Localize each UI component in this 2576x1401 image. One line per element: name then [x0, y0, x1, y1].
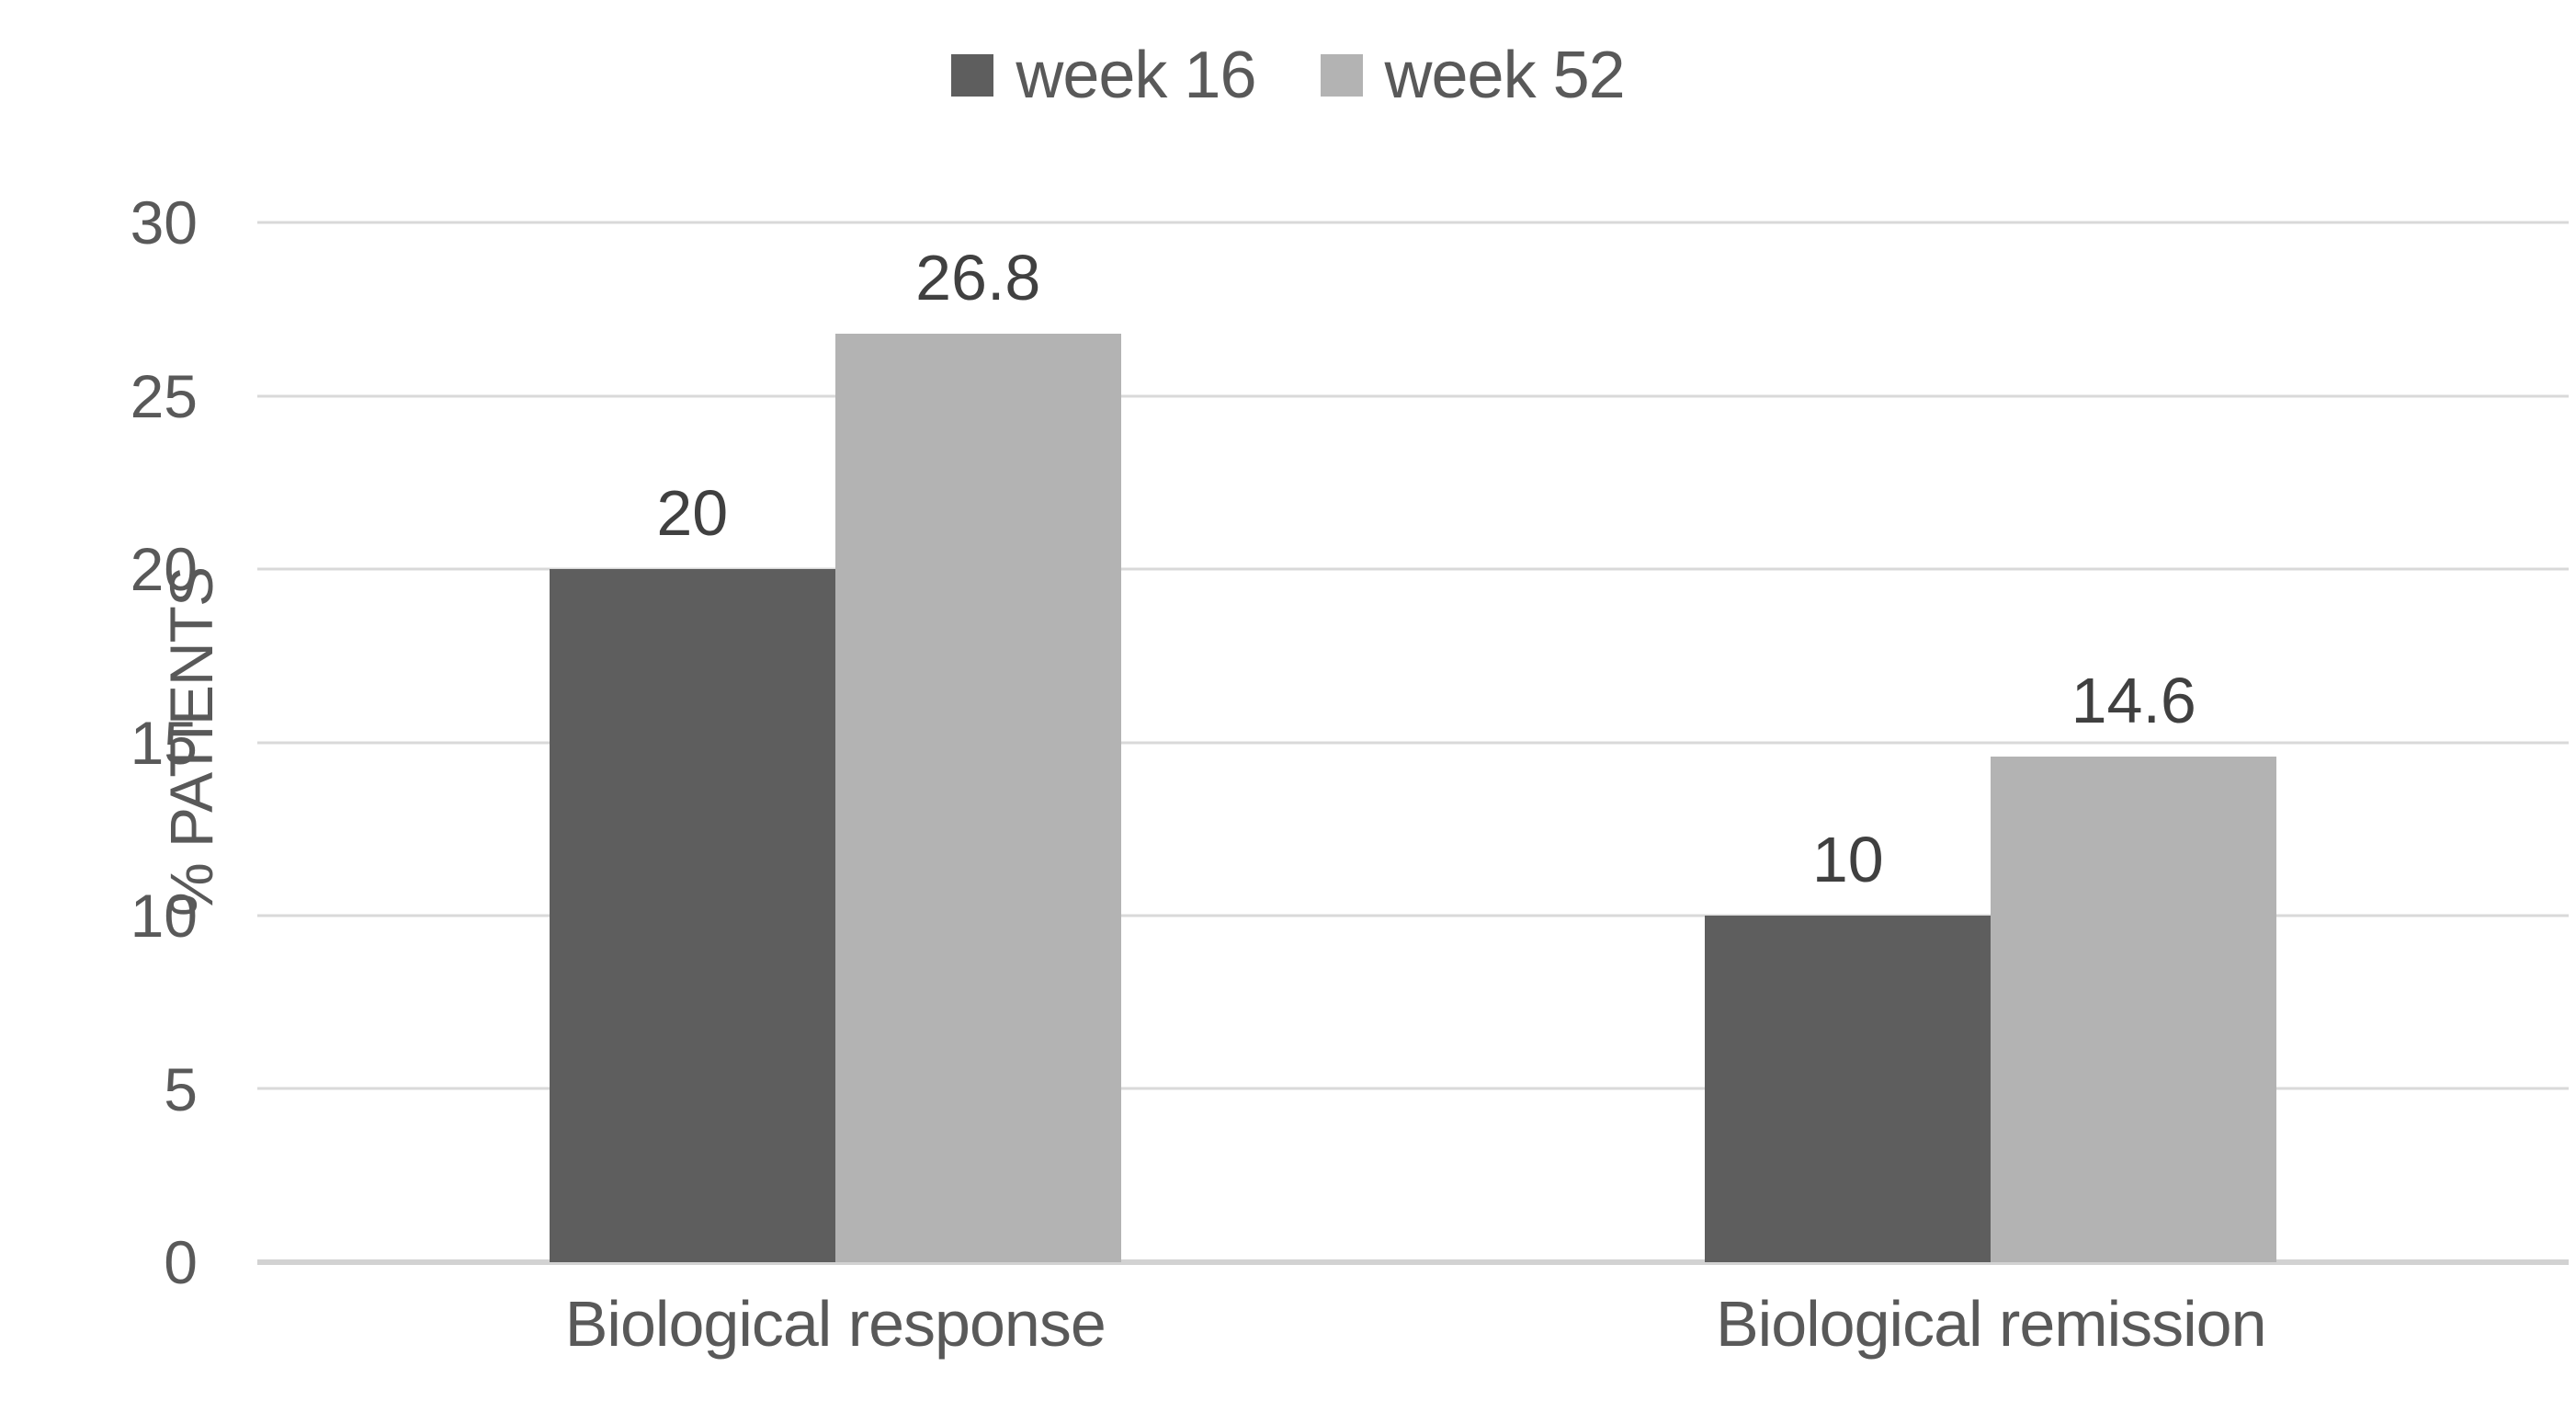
- bar-remission-week-16: [1705, 916, 1992, 1262]
- bar-column-response-week-52: 26.8: [834, 222, 1121, 1262]
- y-tick-30: 30: [130, 188, 198, 256]
- legend-item-week-52: week 52: [1320, 39, 1626, 112]
- data-label-response-week-16: 20: [656, 477, 729, 549]
- gridline-10: [257, 914, 2569, 917]
- gridline-20: [257, 567, 2569, 571]
- plot-area: 20 26.8 10 14.6: [257, 221, 2569, 1265]
- bar-remission-week-52: [1991, 756, 2277, 1262]
- bar-column-remission-week-16: 10: [1705, 222, 1992, 1262]
- group-biological-remission: 10 14.6: [1413, 222, 2570, 1262]
- y-tick-15: 15: [130, 708, 198, 777]
- data-label-remission-week-16: 10: [1811, 824, 1884, 895]
- bar-column-remission-week-52: 14.6: [1991, 222, 2277, 1262]
- x-label-biological-response: Biological response: [564, 1288, 1106, 1360]
- data-label-remission-week-52: 14.6: [2071, 664, 2196, 736]
- y-tick-0: 0: [164, 1228, 198, 1296]
- bar-response-week-52: [834, 333, 1121, 1262]
- gridline-15: [257, 741, 2569, 744]
- y-tick-25: 25: [130, 361, 198, 430]
- x-axis-labels: Biological response Biological remission: [257, 1292, 2569, 1356]
- gridline-5: [257, 1087, 2569, 1090]
- y-tick-20: 20: [130, 535, 198, 603]
- group-biological-response: 20 26.8: [257, 222, 1413, 1262]
- x-label-biological-remission: Biological remission: [1715, 1288, 2267, 1360]
- legend-label-week-52: week 52: [1384, 39, 1626, 112]
- x-axis-line: [257, 1259, 2569, 1265]
- data-label-response-week-52: 26.8: [915, 241, 1041, 313]
- legend-label-week-16: week 16: [1016, 39, 1256, 112]
- legend-item-week-16: week 16: [951, 39, 1257, 112]
- chart-legend: week 16 week 52: [0, 42, 2576, 108]
- bar-column-response-week-16: 20: [549, 222, 835, 1262]
- y-tick-10: 10: [130, 882, 198, 950]
- bar-groups: 20 26.8 10 14.6: [257, 222, 2569, 1262]
- gridline-30: [257, 221, 2569, 224]
- gridline-25: [257, 394, 2569, 397]
- bar-response-week-16: [549, 569, 835, 1262]
- y-tick-5: 5: [164, 1054, 198, 1123]
- legend-swatch-week-52-icon: [1320, 54, 1363, 97]
- legend-swatch-week-16-icon: [951, 54, 994, 97]
